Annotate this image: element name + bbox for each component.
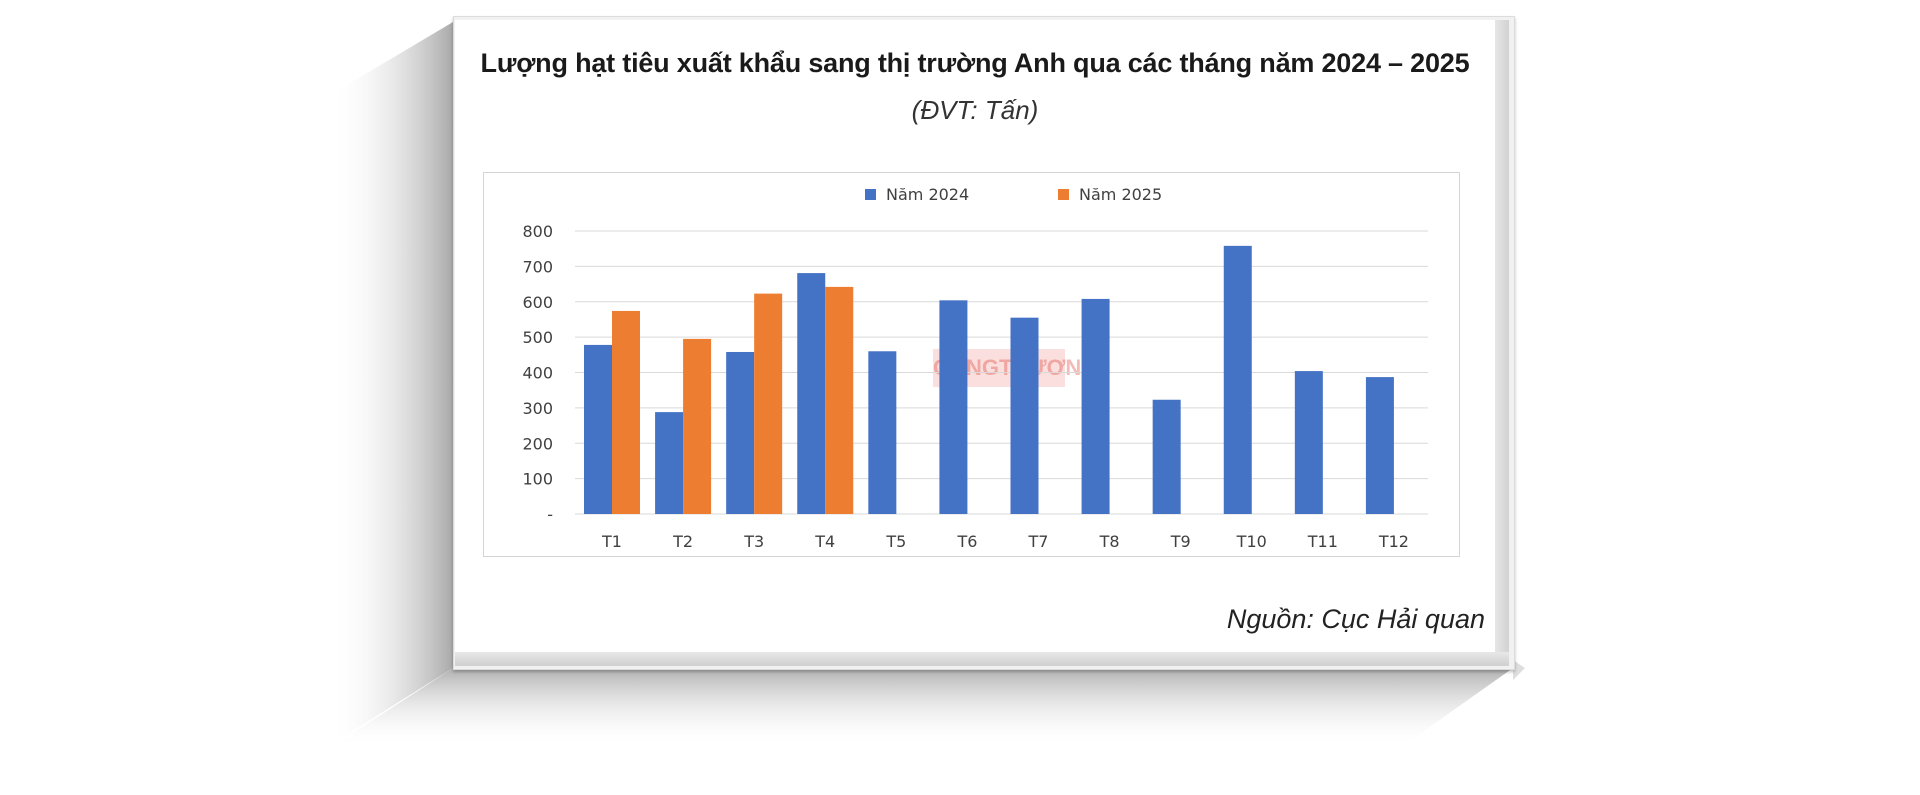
x-tick-label: T2 xyxy=(672,532,693,551)
bar-2024-t12 xyxy=(1365,377,1394,514)
bar-2024-t9 xyxy=(1152,399,1181,514)
bar-2024-t7 xyxy=(1010,317,1039,514)
y-tick-label: 600 xyxy=(522,293,553,312)
y-tick-label: 700 xyxy=(522,257,553,276)
y-tick-label: 100 xyxy=(522,470,553,489)
bar-2024-t3 xyxy=(726,351,755,514)
y-tick-label: 400 xyxy=(522,364,553,383)
bar-2024-t6 xyxy=(939,300,968,514)
bar-2024-t5 xyxy=(868,351,897,514)
legend-label-2024: Năm 2024 xyxy=(886,185,969,204)
y-tick-label: 800 xyxy=(522,222,553,241)
legend-swatch-2025 xyxy=(1058,189,1069,200)
card-edge-right xyxy=(1495,20,1509,662)
bar-2024-t11 xyxy=(1294,371,1323,514)
x-tick-label: T10 xyxy=(1236,532,1267,551)
y-tick-label: 300 xyxy=(522,399,553,418)
legend-label-2025: Năm 2025 xyxy=(1079,185,1162,204)
x-tick-label: T12 xyxy=(1378,532,1409,551)
x-tick-label: T4 xyxy=(814,532,835,551)
y-tick-label: 200 xyxy=(522,434,553,453)
bar-2024-t10 xyxy=(1223,245,1252,515)
card-edge-bottom xyxy=(455,652,1509,666)
chart-unit: (ĐVT: Tấn) xyxy=(911,95,1039,125)
bar-chart: - 100 200 300 400 500 600 700 800 T1 T2 T3 T4 T5 T6 T7 T… xyxy=(522,185,1428,551)
x-tick-label: T7 xyxy=(1028,532,1049,551)
x-tick-label: T1 xyxy=(601,532,622,551)
chart-title: Lượng hạt tiêu xuất khẩu sang thị trường… xyxy=(480,48,1470,78)
legend-swatch-2024 xyxy=(865,189,876,200)
bar-2025-t4 xyxy=(825,286,854,514)
source-note: Nguồn: Cục Hải quan xyxy=(1226,604,1485,634)
x-tick-label: T9 xyxy=(1170,532,1191,551)
bar-2025-t1 xyxy=(612,310,640,514)
y-tick-label: 500 xyxy=(522,328,553,347)
bar-2025-t3 xyxy=(754,293,783,514)
x-tick-label: T5 xyxy=(885,532,906,551)
x-tick-label: T6 xyxy=(956,532,977,551)
bar-2024-t2 xyxy=(655,412,684,514)
x-tick-label: T11 xyxy=(1307,532,1338,551)
bar-2024-t8 xyxy=(1081,298,1110,514)
y-tick-label: - xyxy=(547,505,553,524)
x-tick-label: T3 xyxy=(743,532,764,551)
bar-2025-t2 xyxy=(683,338,712,514)
bar-2024-t1 xyxy=(584,344,612,514)
x-tick-label: T8 xyxy=(1099,532,1120,551)
bar-2024-t4 xyxy=(797,273,826,514)
